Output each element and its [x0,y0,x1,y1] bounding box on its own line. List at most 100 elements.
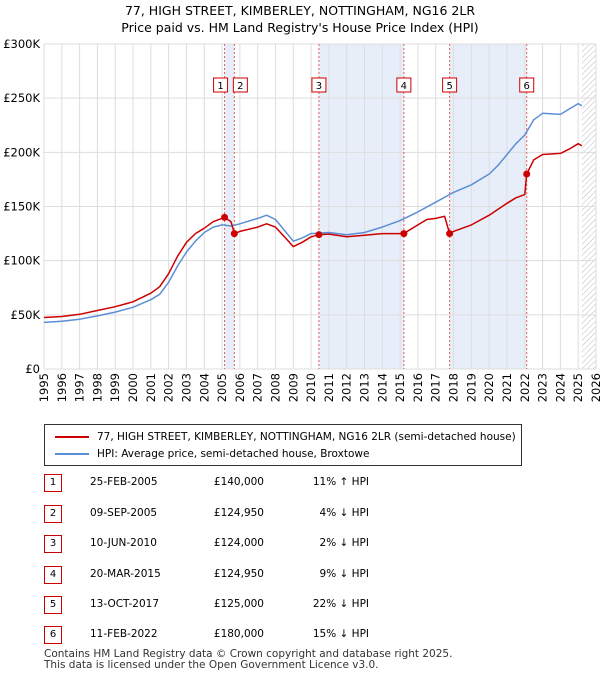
x-tick-label: 2004 [197,373,211,402]
sale-point [230,230,238,238]
y-tick-label: £200K [3,145,40,159]
sale-label: 5 [442,77,458,93]
x-tick-label: 2009 [286,373,300,402]
x-tick-label: 1999 [108,373,122,402]
sale-label: 4 [396,77,412,93]
x-tick-label: 1995 [37,373,51,402]
x-tick-label: 2015 [393,373,407,402]
legend-label-property: 77, HIGH STREET, KIMBERLEY, NOTTINGHAM, … [97,431,516,443]
sale-point [315,231,323,239]
x-tick-label: 2001 [144,373,158,402]
transaction-price: £180,000 [213,628,264,640]
sale-label-text: 2 [237,81,243,92]
x-tick-label: 2022 [518,373,532,402]
sale-label: 3 [311,77,327,93]
sale-label-box [311,77,327,93]
y-tick-label: £0 [25,362,40,376]
x-tick-label: 2026 [589,373,600,402]
x-tick-label: 2020 [482,373,496,402]
x-tick-label: 2016 [411,373,425,402]
footer: Contains HM Land Registry data © Crown c… [44,649,452,671]
x-tick-label: 1996 [55,373,69,402]
x-tick-label: 2010 [304,373,318,402]
legend-swatch-property [55,436,89,438]
sale-point [400,230,408,238]
x-tick-label: 2024 [553,373,567,402]
y-tick-label: £50K [11,308,41,322]
legend: 77, HIGH STREET, KIMBERLEY, NOTTINGHAM, … [44,424,522,466]
transaction-price: £125,000 [213,598,264,610]
x-tick-label: 2013 [358,373,372,402]
transaction-price: £124,000 [213,537,264,549]
x-tick-label: 2023 [536,373,550,402]
sale-label-box [519,77,535,93]
x-tick-label: 2003 [179,373,193,402]
sale-point [221,213,229,221]
sale-label-box [442,77,458,93]
sale-label-text: 1 [217,81,223,92]
transaction-hpi: 11% ↑ HPI [312,476,369,488]
x-tick-label: 2005 [215,373,229,402]
x-tick-label: 2008 [268,373,282,402]
sale-point [446,230,454,238]
transaction-number: 2 [44,505,62,523]
transaction-number: 6 [44,626,62,644]
series-line-property [43,142,583,319]
title-line-1: 77, HIGH STREET, KIMBERLEY, NOTTINGHAM, … [124,3,476,18]
transaction-date: 20-MAR-2015 [90,568,161,580]
sale-labels: 1 2 3 4 5 6 [213,77,535,93]
transaction-number: 5 [44,596,62,614]
sale-label-text: 4 [401,81,407,92]
sale-label: 2 [232,77,248,93]
sale-label-text: 6 [524,81,530,92]
footer-line-2: This data is licensed under the Open Gov… [44,659,379,671]
transaction-number: 1 [44,474,62,492]
price-chart: 1 2 3 4 5 6 £0 £50K £100K £150K £200K £250K £300K 19… [3,37,600,402]
x-tick-label: 2006 [233,373,247,402]
x-tick-label: 2019 [464,373,478,402]
transaction-hpi: 2% ↓ HPI [319,537,369,549]
transaction-hpi: 4% ↓ HPI [319,507,369,519]
transaction-date: 25-FEB-2005 [90,476,158,488]
x-tick-label: 2021 [500,373,514,402]
sale-label-text: 5 [446,81,452,92]
sale-points [221,170,531,239]
sale-label-box [396,77,412,93]
title-line-2: Price paid vs. HM Land Registry's House … [121,20,479,35]
sale-label-text: 3 [316,81,322,92]
transaction-hpi: 9% ↓ HPI [319,568,369,580]
x-tick-label: 2025 [571,373,585,402]
x-tick-label: 1998 [90,373,104,402]
transaction-price: £140,000 [213,476,264,488]
x-tick-label: 2014 [375,373,389,402]
x-tick-label: 2002 [162,373,176,402]
x-tick-label: 2017 [429,373,443,402]
transaction-date: 11-FEB-2022 [90,628,158,640]
x-tick-label: 2011 [322,373,336,402]
chart-title: 77, HIGH STREET, KIMBERLEY, NOTTINGHAM, … [0,2,600,36]
transaction-date: 13-OCT-2017 [90,598,159,610]
x-tick-label: 2018 [447,373,461,402]
sale-label-box [232,77,248,93]
y-tick-label: £300K [3,37,40,51]
x-tick-label: 2012 [340,373,354,402]
y-tick-label: £250K [3,91,40,105]
legend-swatch-hpi [55,453,89,455]
series-line-hpi [43,102,583,324]
y-tick-label: £150K [3,200,40,214]
footer-line-1: Contains HM Land Registry data © Crown c… [44,648,453,660]
legend-item-hpi: HPI: Average price, semi-detached house,… [55,448,369,460]
x-tick-label: 2007 [251,373,265,402]
grid [43,43,597,370]
transaction-date: 10-JUN-2010 [90,537,157,549]
transaction-hpi: 22% ↓ HPI [312,598,369,610]
transaction-date: 09-SEP-2005 [90,507,158,519]
sale-point [523,170,531,178]
series [43,102,583,324]
legend-item-property: 77, HIGH STREET, KIMBERLEY, NOTTINGHAM, … [55,431,516,443]
transaction-number: 3 [44,535,62,553]
sale-label: 1 [213,77,229,93]
x-tick-label: 2000 [126,373,140,402]
transaction-price: £124,950 [213,568,264,580]
